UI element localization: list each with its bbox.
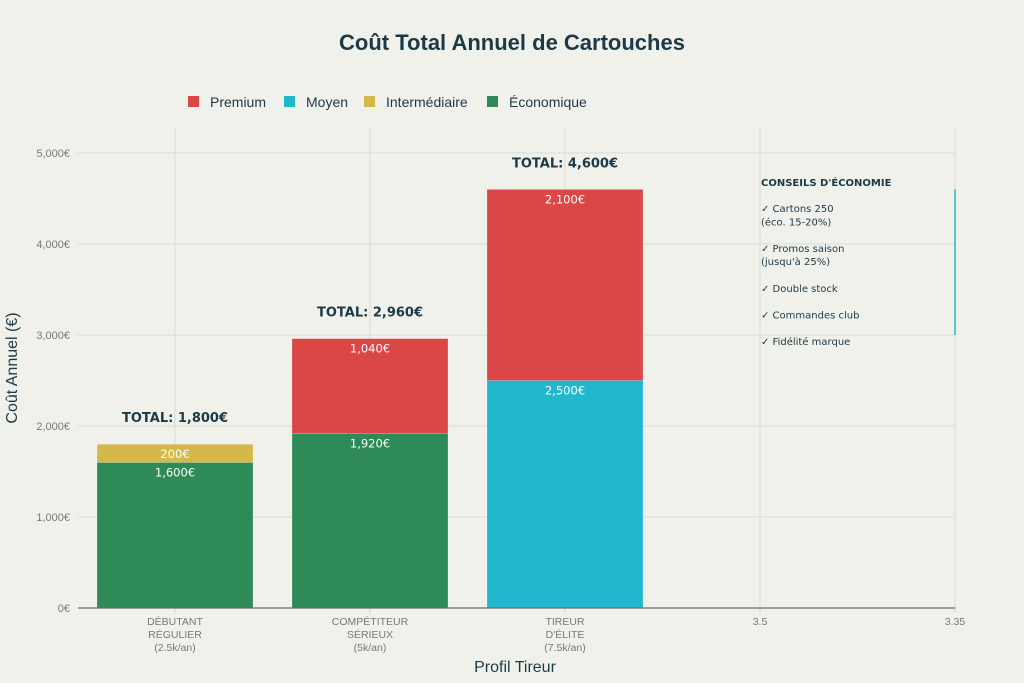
x-tick-label: SÉRIEUX bbox=[347, 628, 393, 641]
y-tick-label: 0€ bbox=[58, 603, 70, 615]
tip-line: ✓ Promos saison bbox=[761, 244, 844, 255]
tips-title: CONSEILS D'ÉCONOMIE bbox=[761, 176, 892, 189]
x-tick-label: (7.5k/an) bbox=[544, 642, 585, 654]
legend-label: Premium bbox=[210, 94, 266, 110]
legend-label: Intermédiaire bbox=[386, 94, 468, 110]
total-label: TOTAL: 1,800€ bbox=[122, 411, 228, 426]
bar-segment-premium bbox=[486, 189, 644, 381]
bar-segment-intermédiaire bbox=[96, 443, 254, 463]
x-tick-label: 3.35 bbox=[945, 616, 966, 628]
bar-value-label: 1,600€ bbox=[155, 465, 195, 479]
x-tick-label: D'ÉLITE bbox=[546, 628, 585, 641]
x-tick-label: DÉBUTANT bbox=[147, 615, 203, 628]
bar-segment-moyen bbox=[486, 380, 644, 609]
legend-swatch bbox=[487, 96, 498, 107]
total-label: TOTAL: 4,600€ bbox=[512, 156, 618, 171]
bar-value-label: 2,100€ bbox=[545, 192, 585, 206]
bar-value-label: 2,500€ bbox=[545, 384, 585, 398]
legend: Premium Moyen Intermédiaire Économique bbox=[188, 94, 587, 110]
x-axis-label: Profil Tireur bbox=[474, 659, 556, 676]
legend-swatch bbox=[188, 96, 199, 107]
x-tick-label: (2.5k/an) bbox=[154, 642, 195, 654]
tip-line: ✓ Cartons 250 bbox=[761, 204, 834, 215]
tip-line: ✓ Commandes club bbox=[761, 310, 859, 321]
x-tick-label: 3.5 bbox=[753, 616, 768, 628]
y-tick-label: 2,000€ bbox=[36, 421, 70, 433]
y-axis-label: Coût Annuel (€) bbox=[4, 312, 21, 423]
tip-line: (jusqu'à 25%) bbox=[761, 256, 830, 268]
bar-value-label: 1,040€ bbox=[350, 342, 390, 356]
y-tick-label: 1,000€ bbox=[36, 512, 70, 524]
bar-value-label: 1,920€ bbox=[350, 436, 390, 450]
tip-line: ✓ Double stock bbox=[761, 284, 838, 295]
x-tick-label: (5k/an) bbox=[354, 642, 387, 654]
tip-line: (éco. 15-20%) bbox=[761, 216, 831, 228]
legend-swatch bbox=[284, 96, 295, 107]
x-tick-label: TIREUR bbox=[545, 616, 585, 628]
y-tick-label: 4,000€ bbox=[36, 239, 70, 251]
x-tick-label: RÉGULIER bbox=[148, 628, 202, 641]
bar-value-label: 200€ bbox=[160, 447, 189, 461]
bar-segment-économique bbox=[96, 462, 254, 609]
y-tick-label: 3,000€ bbox=[36, 330, 70, 342]
tip-line: ✓ Fidélité marque bbox=[761, 336, 850, 348]
total-label: TOTAL: 2,960€ bbox=[317, 306, 423, 321]
legend-item-moyen: Moyen bbox=[284, 94, 348, 110]
y-tick-label: 5,000€ bbox=[36, 148, 70, 160]
x-tick-label: COMPÉTITEUR bbox=[332, 615, 409, 628]
legend-label: Moyen bbox=[306, 94, 348, 110]
savings-tips-annotation: CONSEILS D'ÉCONOMIE ✓ Cartons 250 (éco. … bbox=[761, 176, 956, 348]
bar-segment-premium bbox=[291, 338, 449, 434]
bar-segment-économique bbox=[291, 433, 449, 609]
labels: 1,600€ 200€ TOTAL: 1,800€ 1,920€ 1,040€ TOTAL… bbox=[122, 156, 618, 479]
legend-item-premium: Premium bbox=[188, 94, 266, 110]
chart-title: Coût Total Annuel de Cartouches bbox=[339, 30, 685, 55]
legend-item-économique: Économique bbox=[487, 94, 587, 110]
legend-swatch bbox=[364, 96, 375, 107]
axes: 0€ 1,000€ 2,000€ 3,000€ 4,000€ 5,000€ DÉBUTANT… bbox=[36, 148, 965, 654]
legend-label: Économique bbox=[509, 94, 587, 110]
bars bbox=[96, 189, 644, 609]
legend-item-intermédiaire: Intermédiaire bbox=[364, 94, 468, 110]
